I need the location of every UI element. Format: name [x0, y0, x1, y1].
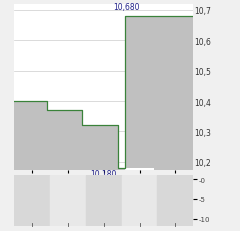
- Bar: [50, 176, 86, 226]
- Bar: [122, 176, 157, 226]
- Bar: [14, 176, 50, 226]
- Text: 10,680: 10,680: [113, 3, 139, 12]
- Bar: [86, 176, 122, 226]
- Text: 10,180: 10,180: [90, 169, 116, 178]
- Bar: [157, 176, 193, 226]
